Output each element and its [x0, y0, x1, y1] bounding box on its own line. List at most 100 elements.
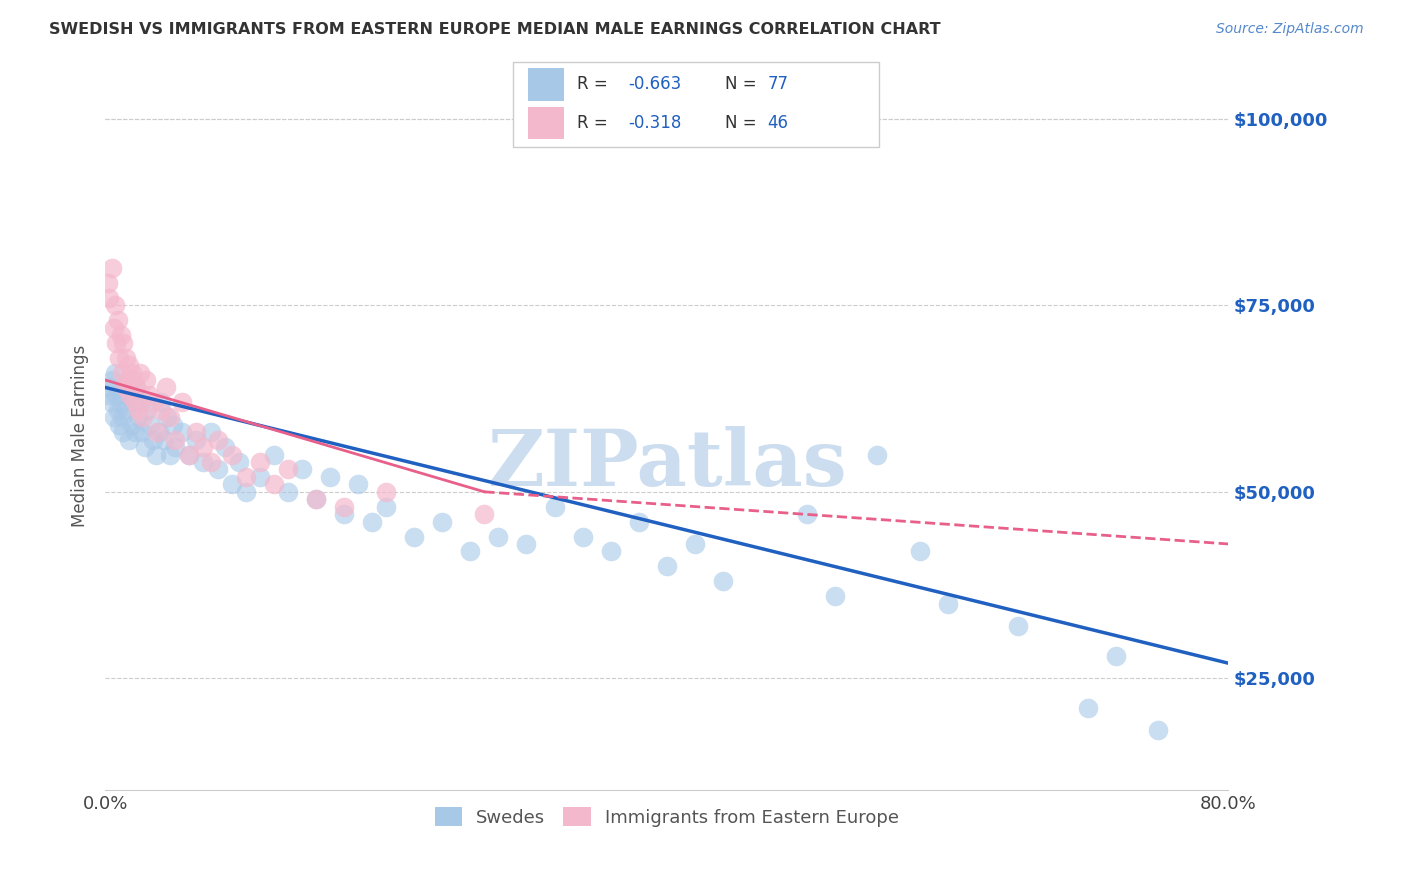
Point [142, 433, 165, 447]
Point [824, 589, 846, 603]
Point [319, 470, 342, 484]
Point [655, 559, 678, 574]
Point [124, 395, 146, 409]
Point [172, 395, 194, 409]
Point [117, 373, 139, 387]
Point [711, 574, 734, 589]
Bar [527, 69, 564, 101]
Text: R =: R = [576, 113, 613, 132]
Point [114, 380, 136, 394]
Point [936, 597, 959, 611]
Point [186, 433, 208, 447]
Point [571, 529, 593, 543]
Point [153, 433, 176, 447]
Point [515, 537, 537, 551]
Point [162, 417, 184, 432]
Point [97, 388, 120, 402]
Text: 77: 77 [768, 76, 789, 94]
Point [134, 440, 156, 454]
Point [148, 425, 170, 440]
Point [114, 380, 136, 394]
Point [207, 433, 229, 447]
Y-axis label: Median Male Earnings: Median Male Earnings [72, 345, 89, 527]
Point [228, 455, 250, 469]
Point [100, 395, 122, 409]
Point [112, 425, 135, 440]
Point [110, 395, 132, 409]
Point [122, 373, 145, 387]
Point [347, 477, 370, 491]
Point [249, 470, 271, 484]
Point [683, 537, 706, 551]
Point [108, 351, 131, 365]
Point [543, 500, 565, 514]
Text: -0.663: -0.663 [628, 76, 682, 94]
Point [105, 388, 128, 402]
Point [104, 366, 127, 380]
Point [131, 425, 153, 440]
Point [103, 410, 125, 425]
Point [125, 380, 148, 394]
Point [249, 455, 271, 469]
Point [404, 529, 426, 543]
Text: R =: R = [576, 76, 613, 94]
Point [263, 477, 285, 491]
Point [291, 462, 314, 476]
Point [214, 440, 236, 454]
Point [277, 462, 299, 476]
Point [375, 500, 398, 514]
Point [104, 298, 127, 312]
Point [333, 507, 356, 521]
Point [127, 402, 149, 417]
Point [486, 529, 509, 543]
Point [127, 410, 149, 425]
Point [124, 425, 146, 440]
Point [97, 276, 120, 290]
Point [179, 448, 201, 462]
Legend: Swedes, Immigrants from Eastern Europe: Swedes, Immigrants from Eastern Europe [427, 800, 907, 834]
Point [120, 388, 142, 402]
Point [179, 448, 201, 462]
Bar [527, 106, 564, 139]
Point [101, 373, 124, 387]
Point [138, 388, 160, 402]
Point [200, 455, 222, 469]
Text: ZIPatlas: ZIPatlas [486, 426, 846, 502]
Point [159, 410, 181, 425]
Point [103, 321, 125, 335]
Text: N =: N = [725, 113, 762, 132]
Point [432, 515, 454, 529]
Point [156, 410, 179, 425]
Point [112, 335, 135, 350]
Point [117, 388, 139, 402]
Point [207, 462, 229, 476]
Point [165, 433, 187, 447]
Point [110, 328, 132, 343]
Point [193, 455, 215, 469]
Text: N =: N = [725, 76, 762, 94]
Point [172, 425, 194, 440]
Point [132, 410, 155, 425]
Point [221, 448, 243, 462]
Point [193, 440, 215, 454]
Point [142, 395, 165, 409]
Point [111, 410, 134, 425]
Point [108, 417, 131, 432]
Point [136, 402, 159, 417]
Text: -0.318: -0.318 [628, 113, 682, 132]
Point [1147, 723, 1170, 738]
Point [221, 477, 243, 491]
Point [125, 380, 148, 394]
Point [121, 366, 143, 380]
Point [120, 373, 142, 387]
Point [599, 544, 621, 558]
Point [139, 417, 162, 432]
Point [866, 448, 889, 462]
Point [908, 544, 931, 558]
Point [186, 425, 208, 440]
FancyBboxPatch shape [513, 62, 879, 147]
Point [101, 261, 124, 276]
Point [118, 433, 141, 447]
Point [107, 402, 129, 417]
Point [263, 448, 285, 462]
